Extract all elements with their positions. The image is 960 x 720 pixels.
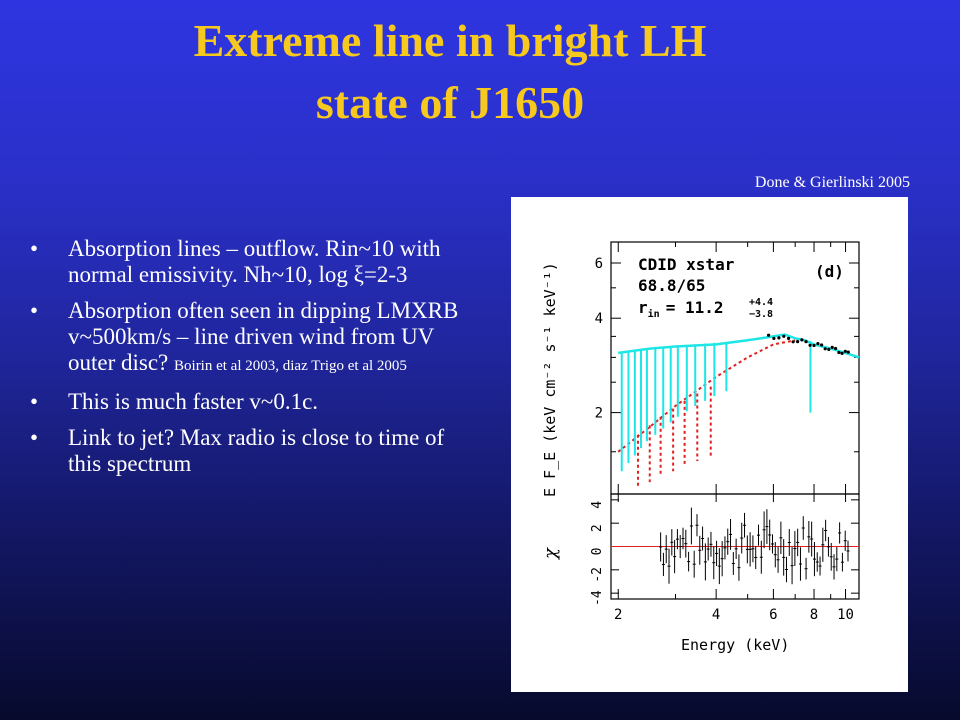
- data-point: [800, 338, 804, 342]
- data-point: [796, 340, 800, 344]
- y-tick-label-bottom: -2: [590, 567, 605, 583]
- title-line-1: Extreme line in bright LH: [193, 15, 707, 66]
- y-tick-label-top: 4: [595, 311, 603, 327]
- data-point: [820, 343, 824, 347]
- data-point: [837, 350, 841, 355]
- bullet-text: Absorption often seen in dipping LMXRB v…: [68, 298, 459, 375]
- chi2-label: 68.8/65: [638, 276, 705, 295]
- data-point: [816, 342, 820, 346]
- data-point: [804, 340, 808, 344]
- data-point: [843, 349, 847, 353]
- spectrum-figure: 2 4 6 2 4 6 8 10 -4 -2 0 2 4 CDID xstar 68.8/65 rin =…: [511, 197, 908, 692]
- y-tick-label-bottom: 4: [590, 501, 605, 509]
- bullet-item: This is much faster v~0.1c.: [30, 389, 470, 415]
- data-point: [808, 343, 812, 347]
- data-point: [830, 345, 834, 349]
- y-tick-label-bottom: -4: [590, 590, 605, 606]
- data-point: [791, 340, 795, 344]
- model-name-label: CDID xstar: [638, 255, 734, 274]
- spectrum-plot: 2 4 6 2 4 6 8 10 -4 -2 0 2 4 CDID xstar 68.8/65 rin =…: [540, 241, 860, 654]
- y-axis-label-top: E F_E (keV cm⁻² s⁻¹ keV⁻¹): [541, 262, 559, 497]
- bullet-text: Link to jet? Max radio is close to time …: [68, 425, 445, 476]
- x-tick-label: 2: [614, 607, 622, 623]
- data-point: [782, 334, 786, 338]
- bullet-list: Absorption lines – outflow. Rin~10 with …: [30, 236, 470, 487]
- data-point: [812, 343, 816, 348]
- data-point: [827, 347, 831, 351]
- rin-error-plus: +4.4: [749, 297, 773, 308]
- data-point: [772, 336, 776, 340]
- y-tick-label-top: 6: [595, 256, 603, 272]
- spectrum-curves: [617, 333, 860, 488]
- bullet-item: Absorption lines – outflow. Rin~10 with …: [30, 236, 470, 288]
- x-tick-label: 8: [810, 607, 818, 623]
- data-point: [777, 336, 781, 340]
- y-tick-label-bottom: 2: [590, 524, 605, 532]
- data-point: [823, 347, 827, 351]
- panel-label: (d): [815, 262, 844, 281]
- figure-citation: Done & Gierlinski 2005: [754, 174, 910, 191]
- data-point: [787, 336, 791, 340]
- data-point: [846, 350, 850, 354]
- x-tick-label: 6: [769, 607, 777, 623]
- title-line-2: state of J1650: [315, 77, 585, 128]
- y-axis-label-bottom: χ: [540, 547, 561, 561]
- bullet-item: Link to jet? Max radio is close to time …: [30, 425, 470, 477]
- bullet-text: This is much faster v~0.1c.: [68, 389, 319, 414]
- data-point: [840, 351, 844, 355]
- y-tick-label-bottom: 0: [590, 548, 605, 556]
- x-axis-label: Energy (keV): [681, 636, 789, 654]
- bullet-item: Absorption often seen in dipping LMXRB v…: [30, 298, 470, 379]
- model-curve: [618, 333, 860, 359]
- x-tick-label: 10: [837, 607, 854, 623]
- rin-label: rin = 11.2: [638, 298, 723, 320]
- bullet-text: Absorption lines – outflow. Rin~10 with …: [68, 236, 441, 287]
- data-point: [767, 333, 771, 337]
- x-tick-label: 4: [712, 607, 720, 623]
- y-tick-label-top: 2: [595, 406, 603, 422]
- slide-title: Extreme line in bright LH state of J1650: [0, 10, 900, 134]
- reflection-curve: [617, 339, 796, 453]
- bullet-reference: Boirin et al 2003, diaz Trigo et al 2005: [174, 358, 407, 374]
- axis-ticks: 2 4 6 2 4 6 8 10 -4 -2 0 2 4: [590, 242, 859, 623]
- data-point: [834, 346, 838, 351]
- rin-error-minus: −3.8: [749, 309, 773, 320]
- residual-points: [659, 507, 850, 585]
